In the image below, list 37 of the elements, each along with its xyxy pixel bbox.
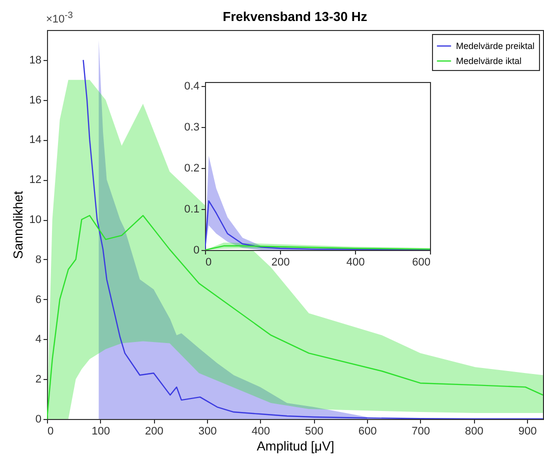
y-tick-label: 8 (35, 254, 42, 266)
x-tick-label: 700 (412, 426, 430, 438)
x-tick-label: 200 (271, 256, 290, 268)
y-tick-label: 18 (29, 54, 42, 66)
y-tick-label: 2 (35, 374, 42, 386)
x-tick-label: 0 (48, 426, 54, 438)
legend-label: Medelvärde iktal (456, 56, 522, 66)
x-tick-label: 600 (358, 426, 377, 438)
y-tick-label: 4 (35, 334, 42, 346)
y-tick-label: 0.2 (184, 162, 200, 175)
line-series (205, 200, 430, 250)
x-tick-label: 0 (206, 256, 212, 268)
y-tick-label: 12 (29, 174, 42, 186)
line-series (47, 214, 543, 419)
x-tick-label: 600 (412, 256, 430, 268)
x-tick-label: 400 (346, 256, 365, 268)
y-tick-label: 14 (29, 134, 42, 146)
x-tick-label: 200 (144, 426, 164, 438)
y-tick-label: 0.3 (184, 122, 200, 134)
x-tick-label: 800 (464, 426, 484, 438)
x-axis-title: Amplitud [μV] (256, 438, 334, 454)
y-tick-label: 0.4 (184, 80, 200, 93)
x-tick-label: 300 (198, 426, 217, 438)
y-tick-label: 6 (35, 294, 42, 306)
y-tick-label: 0 (193, 244, 200, 256)
x-tick-label: 900 (518, 426, 537, 438)
text: ×10$^{-3}$ (46, 10, 73, 26)
x-tick-label: 400 (252, 426, 270, 438)
y-tick-label: 16 (29, 94, 42, 106)
y-axis-title: Sannolikhet (10, 190, 26, 259)
x-tick-label: 100 (92, 426, 110, 438)
chart-title: Frekvensband 13-30 Hz (222, 9, 368, 24)
y-tick-label: 10 (29, 214, 42, 226)
y-tick-label: 0 (35, 414, 42, 426)
legend-label: Medelvärde preiktal (456, 41, 535, 51)
y-tick-label: 0.1 (184, 204, 200, 216)
x-tick-label: 500 (304, 426, 324, 438)
